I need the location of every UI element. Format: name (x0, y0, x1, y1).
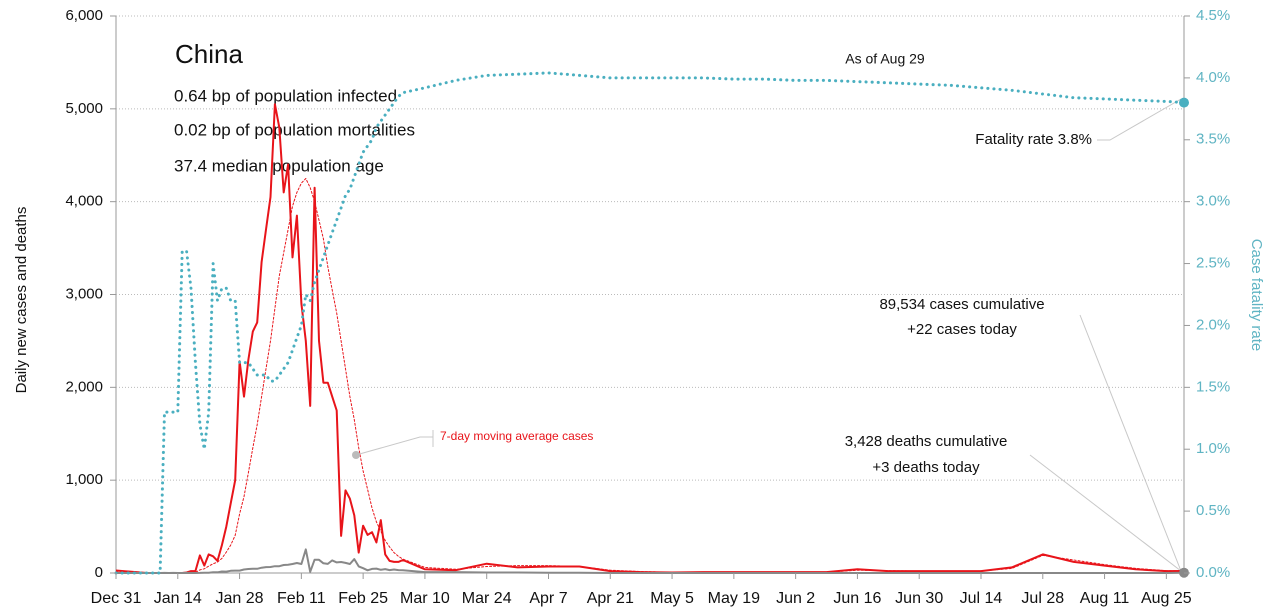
y2-tick-label: 1.5% (1196, 378, 1230, 395)
y-tick-label: 0 (95, 564, 103, 581)
annotation: As of Aug 29 (845, 51, 925, 67)
x-tick-label: Feb 11 (277, 590, 326, 607)
annotation: +22 cases today (907, 321, 1017, 338)
y-tick-label: 4,000 (65, 193, 103, 210)
y2-tick-label: 0.0% (1196, 564, 1230, 581)
y2-tick-label: 3.0% (1196, 193, 1230, 210)
y-tick-label: 5,000 (65, 100, 103, 117)
y2-tick-label: 2.0% (1196, 316, 1230, 333)
x-tick-label: Mar 24 (462, 590, 512, 607)
y2-tick-label: 4.5% (1196, 7, 1230, 24)
stat: 0.02 bp of population mortalities (174, 120, 415, 139)
y-tick-label: 6,000 (65, 7, 103, 24)
y-tick-label: 3,000 (65, 285, 103, 302)
stat: 0.64 bp of population infected (174, 86, 397, 105)
x-tick-label: Apr 21 (587, 590, 634, 607)
y2-tick-label: 2.5% (1196, 255, 1230, 272)
y-tick-label: 1,000 (65, 471, 103, 488)
x-tick-label: Jan 14 (154, 590, 202, 607)
end-point (1179, 97, 1189, 108)
x-tick-label: May 5 (650, 590, 694, 607)
series-line (114, 71, 1186, 575)
y2-tick-label: 0.5% (1196, 502, 1230, 519)
annotation: 7-day moving average cases (440, 429, 593, 443)
x-tick-label: Feb 25 (338, 590, 388, 607)
x-tick-label: Jan 28 (216, 590, 264, 607)
x-tick-label: Aug 25 (1141, 590, 1192, 607)
y2-tick-label: 3.5% (1196, 131, 1230, 148)
y2-tick-label: 1.0% (1196, 440, 1230, 457)
x-tick-label: Jul 28 (1021, 590, 1064, 607)
x-tick-label: Jul 14 (960, 590, 1003, 607)
x-tick-label: Mar 10 (400, 590, 450, 607)
x-tick-label: Dec 31 (91, 590, 142, 607)
annotation: +3 deaths today (872, 459, 980, 476)
series-line (116, 548, 1185, 574)
y2-tick-label: 4.0% (1196, 69, 1230, 86)
annotation-dot (352, 451, 360, 459)
y-tick-label: 2,000 (65, 378, 103, 395)
x-tick-label: Apr 7 (529, 590, 567, 607)
y2-axis-label: Case fatality rate (1248, 239, 1265, 352)
chart-title: China (175, 39, 243, 69)
plot (114, 15, 1189, 578)
x-tick-label: Jun 2 (776, 590, 815, 607)
x-tick-label: May 19 (708, 590, 761, 607)
annotation: 3,428 deaths cumulative (845, 433, 1008, 450)
annotation: 89,534 cases cumulative (879, 296, 1044, 313)
series-line (115, 178, 1185, 574)
stat: 37.4 median population age (174, 156, 384, 175)
y-axis-label: Daily new cases and deaths (13, 207, 30, 394)
x-tick-label: Aug 11 (1080, 590, 1130, 607)
x-tick-label: Jun 16 (833, 590, 881, 607)
x-tick-label: Jun 30 (895, 590, 943, 607)
annotation: Fatality rate 3.8% (975, 131, 1092, 148)
connectors (355, 98, 1182, 572)
